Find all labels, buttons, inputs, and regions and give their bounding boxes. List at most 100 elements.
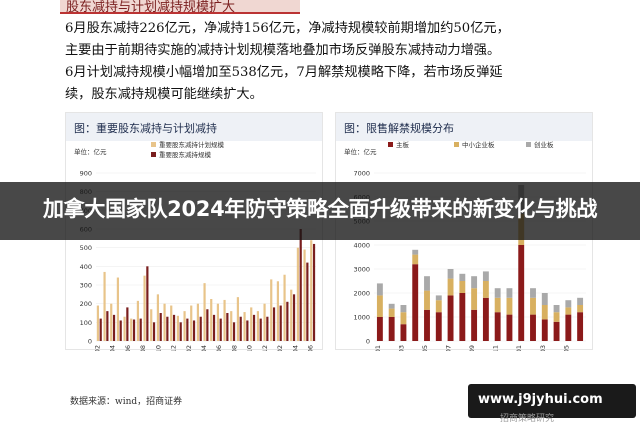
bar bbox=[266, 316, 269, 341]
bar bbox=[143, 275, 146, 341]
section-banner: 股东减持与计划减持规模扩大 bbox=[60, 0, 300, 15]
y-tick-label: 7000 bbox=[353, 170, 370, 178]
x-tick-label: 2018-02 bbox=[185, 345, 193, 351]
legend-label: 创业板 bbox=[534, 140, 554, 149]
legend-label: 中小企业板 bbox=[462, 140, 495, 149]
x-tick-label: 2017-06 bbox=[124, 345, 132, 351]
bar-segment bbox=[388, 308, 395, 317]
paragraph-2: 6月计划减持规模小幅增加至538亿元，7月解禁规模略下降，若市场反弹延 续，股东… bbox=[65, 62, 605, 106]
bar-segment bbox=[494, 288, 501, 298]
bar bbox=[106, 311, 109, 341]
bar-segment bbox=[506, 288, 513, 298]
bar bbox=[146, 266, 149, 341]
x-tick-label: 2019-04 bbox=[291, 345, 299, 351]
bar-segment bbox=[447, 269, 454, 279]
headline-title: 加拿大国家队2024年防守策略全面升级带来的新变化与挑战 bbox=[42, 197, 598, 221]
bar-segment bbox=[565, 314, 572, 341]
bar-segment bbox=[506, 314, 513, 341]
bar-segment bbox=[424, 290, 430, 310]
x-tick-label: 2017-04 bbox=[109, 345, 117, 351]
bar bbox=[136, 300, 139, 341]
bar bbox=[243, 312, 246, 341]
chart-title-bar bbox=[66, 113, 322, 141]
x-tick-label: 2019-02 bbox=[276, 345, 284, 351]
bar bbox=[219, 318, 222, 341]
legend-label: 重要股东减持计划规模 bbox=[159, 140, 225, 149]
bar-segment bbox=[577, 305, 584, 313]
x-tick-label: 2019-09 bbox=[468, 345, 476, 351]
bar bbox=[283, 274, 286, 341]
bar bbox=[230, 311, 233, 341]
paragraph-1: 6月股东减持226亿元，净减持156亿元，净减持规模较前期增加约50亿元， 主要… bbox=[65, 18, 605, 62]
bar-segment bbox=[376, 317, 383, 341]
y-tick-label: 300 bbox=[80, 282, 92, 290]
x-tick-label: 2017-02 bbox=[93, 345, 101, 351]
bar bbox=[179, 322, 182, 341]
bar bbox=[232, 322, 236, 341]
unit-label: 单位：亿元 bbox=[344, 147, 377, 156]
bar bbox=[166, 316, 169, 341]
bar bbox=[159, 313, 162, 341]
bar-segment bbox=[459, 281, 466, 293]
bar-segment bbox=[553, 321, 560, 341]
bar bbox=[226, 313, 229, 341]
bar bbox=[116, 277, 119, 341]
bar bbox=[212, 314, 216, 341]
bar bbox=[276, 281, 279, 341]
bar bbox=[163, 303, 166, 341]
y-tick-label: 3000 bbox=[353, 266, 370, 274]
bar bbox=[130, 318, 133, 341]
bar bbox=[216, 303, 219, 341]
bar bbox=[292, 294, 296, 341]
bar bbox=[290, 289, 293, 341]
bar bbox=[306, 262, 309, 341]
bar bbox=[150, 309, 153, 341]
y-tick-label: 0 bbox=[366, 338, 370, 346]
bar-segment bbox=[447, 295, 454, 341]
bar-segment bbox=[565, 300, 572, 308]
paragraph-line: 6月股东减持226亿元，净减持156亿元，净减持规模较前期增加约50亿元， bbox=[65, 21, 510, 36]
y-tick-label: 2000 bbox=[353, 290, 370, 298]
bar bbox=[286, 301, 289, 341]
bar-segment bbox=[530, 297, 536, 315]
bar bbox=[303, 249, 306, 341]
bar bbox=[186, 318, 189, 341]
bar-segment bbox=[435, 300, 442, 313]
bar bbox=[112, 314, 116, 341]
section-banner-text: 股东减持与计划减持规模扩大 bbox=[66, 0, 236, 15]
x-tick-label: 2019-03 bbox=[397, 345, 405, 351]
y-tick-label: 500 bbox=[80, 244, 92, 252]
y-tick-label: 900 bbox=[80, 170, 92, 178]
bar-segment bbox=[553, 312, 560, 322]
bar-segment bbox=[388, 317, 395, 341]
bar-segment bbox=[388, 303, 395, 309]
y-tick-label: 400 bbox=[80, 263, 92, 271]
bar bbox=[172, 314, 176, 341]
bar bbox=[206, 309, 209, 341]
bar-segment bbox=[412, 254, 419, 265]
bar-segment bbox=[435, 312, 442, 341]
paragraph-line: 6月计划减持规模小幅增加至538亿元，7月解禁规模略下降，若市场反弹延 bbox=[65, 65, 503, 80]
bar bbox=[279, 305, 282, 341]
bar bbox=[110, 303, 113, 341]
bar-segment bbox=[459, 273, 466, 281]
bar bbox=[123, 316, 126, 341]
x-tick-label: 2018-08 bbox=[230, 345, 238, 351]
x-tick-label: 2018-04 bbox=[200, 345, 208, 351]
bar bbox=[246, 320, 249, 341]
y-tick-label: 100 bbox=[80, 319, 92, 327]
y-tick-label: 1000 bbox=[353, 314, 370, 322]
bar-segment bbox=[530, 314, 536, 341]
bar bbox=[312, 243, 316, 341]
bar-segment bbox=[424, 276, 430, 291]
legend-label: 主板 bbox=[396, 140, 410, 149]
bar-segment bbox=[482, 271, 489, 281]
bar bbox=[310, 240, 313, 341]
bar-segment bbox=[518, 245, 525, 341]
bar-segment bbox=[494, 312, 501, 341]
x-tick-label: 2017-10 bbox=[154, 345, 162, 351]
bar bbox=[96, 305, 99, 341]
bar-segment bbox=[435, 295, 442, 301]
bar bbox=[183, 311, 186, 341]
site-watermark-url: www.j9jyhui.com bbox=[478, 392, 603, 407]
